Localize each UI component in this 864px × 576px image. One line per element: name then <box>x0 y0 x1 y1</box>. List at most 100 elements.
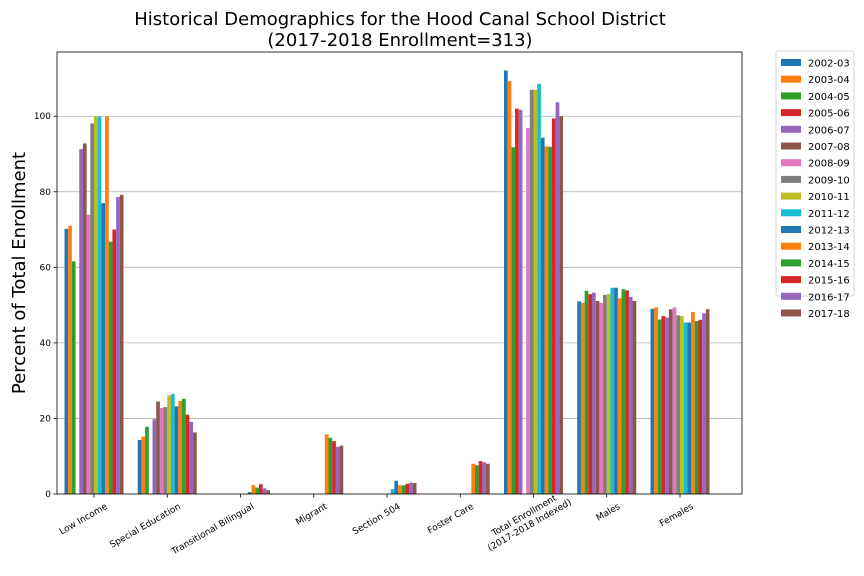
bar <box>79 149 83 494</box>
y-tick-label: 0 <box>45 490 51 500</box>
bar <box>628 296 633 494</box>
x-tick-label: Migrant <box>294 502 329 528</box>
legend-label: 2005-06 <box>808 109 850 120</box>
bar <box>394 480 399 494</box>
bar <box>159 407 164 494</box>
legend-swatch <box>781 75 801 83</box>
bar <box>145 426 149 494</box>
legend-label: 2013-14 <box>808 242 850 253</box>
bar <box>691 311 695 494</box>
bar <box>533 89 538 494</box>
bar <box>255 487 259 494</box>
legend-swatch <box>781 209 801 217</box>
bar <box>101 203 106 495</box>
bar <box>156 401 160 494</box>
legend-swatch <box>781 109 801 117</box>
plot-frame <box>56 51 743 495</box>
bar <box>683 322 688 494</box>
y-tick-label: 20 <box>40 414 52 424</box>
bar <box>105 116 109 494</box>
x-tick-label: Males <box>595 502 623 524</box>
bar <box>86 214 91 494</box>
bar <box>482 462 487 494</box>
bar <box>577 301 581 494</box>
legend-label: 2015-16 <box>808 276 850 287</box>
legend-label: 2003-04 <box>808 75 850 86</box>
bar <box>328 437 333 494</box>
legend-label: 2012-13 <box>808 226 850 237</box>
legend-swatch <box>781 125 801 133</box>
bar <box>555 102 560 495</box>
bar <box>606 294 611 494</box>
bar <box>152 419 157 494</box>
bar <box>141 436 146 494</box>
legend: 2002-03 2003-04 2004-05 2005-06 2006-07 2007-… <box>775 50 855 320</box>
chart-title: Historical Demographics for the Hood Can… <box>134 9 666 30</box>
y-tick-label: 60 <box>40 263 52 273</box>
bar <box>478 461 483 494</box>
bar <box>580 302 585 494</box>
legend-swatch <box>781 159 801 167</box>
bar <box>504 70 508 494</box>
bar <box>112 229 117 494</box>
legend-swatch <box>781 259 801 267</box>
bar <box>515 108 519 495</box>
bar <box>654 307 658 494</box>
bar <box>702 313 706 494</box>
bar <box>193 432 197 494</box>
bar <box>540 137 545 494</box>
x-tick-label: Total Enrollment(2017-2018 Indexed) <box>481 488 574 554</box>
legend-swatch <box>781 92 801 100</box>
bar <box>182 398 186 494</box>
legend-label: 2014-15 <box>808 259 850 270</box>
bar <box>694 320 699 494</box>
bar <box>680 316 684 494</box>
bar <box>412 483 417 494</box>
legend-label: 2002-03 <box>808 59 850 70</box>
y-tick-label: 100 <box>34 112 51 122</box>
bar <box>174 406 179 494</box>
bar <box>189 421 194 494</box>
legend-label: 2010-11 <box>808 192 850 203</box>
bar <box>247 492 252 494</box>
legend-label: 2006-07 <box>808 125 850 136</box>
bar <box>390 489 395 494</box>
bar <box>167 395 171 494</box>
y-tick-label: 80 <box>40 188 52 198</box>
bar <box>507 81 512 494</box>
bar <box>401 485 406 494</box>
x-tick-label: Section 504 <box>351 502 403 538</box>
bar <box>668 309 673 494</box>
legend-swatch <box>781 192 801 200</box>
bar <box>559 116 563 494</box>
bar <box>665 317 669 494</box>
bar <box>676 315 680 494</box>
bar <box>551 118 556 495</box>
legend-label: 2017-18 <box>808 309 850 320</box>
legend-swatch <box>781 309 801 317</box>
bar <box>64 228 69 495</box>
legend-swatch <box>781 242 801 250</box>
bar <box>687 322 692 494</box>
bar <box>332 441 336 494</box>
legend-swatch <box>781 276 801 284</box>
bar <box>705 309 710 494</box>
bar <box>178 401 182 494</box>
bar <box>266 490 270 494</box>
legend-swatch <box>781 292 801 300</box>
bar <box>698 319 703 494</box>
bar <box>625 290 629 494</box>
bar <box>537 83 541 494</box>
bar <box>398 485 402 494</box>
bar <box>409 482 413 494</box>
bar <box>544 146 549 494</box>
bar <box>262 488 267 494</box>
bar <box>339 445 344 494</box>
bar <box>137 439 142 494</box>
bar <box>335 446 340 494</box>
legend-label: 2016-17 <box>808 292 850 303</box>
bar <box>94 116 98 494</box>
legend-label: 2011-12 <box>808 209 850 220</box>
bar <box>584 290 589 494</box>
